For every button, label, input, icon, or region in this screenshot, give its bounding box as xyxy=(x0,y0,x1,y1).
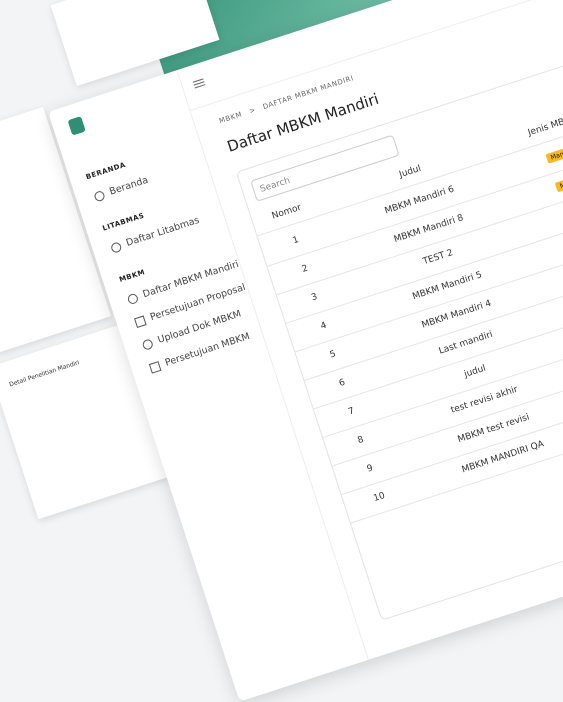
cell: 8 xyxy=(356,434,366,447)
cell: judul xyxy=(463,363,488,380)
column-header: Jenis MBKM xyxy=(526,112,563,139)
sidebar-section: LITABMAS xyxy=(101,211,146,233)
cell: TEST 2 xyxy=(421,248,455,268)
badge: Mandiri xyxy=(545,144,563,164)
cell: 7 xyxy=(347,406,356,418)
cell: MBKM Mandiri 6 xyxy=(383,184,456,217)
logo xyxy=(67,116,86,136)
cell: 3 xyxy=(310,292,319,304)
nav-icon xyxy=(148,361,162,374)
app-window: BERANDA Beranda LITABMAS Daftar Litabmas MBK… xyxy=(48,0,563,702)
breadcrumb-item[interactable]: MBKM xyxy=(218,110,244,126)
sidebar-section: MBKM xyxy=(118,268,147,284)
nav-icon xyxy=(93,189,106,203)
cell: Last mandiri xyxy=(437,329,495,357)
sidebar-section: BERANDA xyxy=(84,160,127,182)
cell: 4 xyxy=(319,320,328,332)
menu-button[interactable] xyxy=(192,78,204,83)
cell: 6 xyxy=(337,377,347,389)
nav-icon xyxy=(134,315,147,329)
badge: Mandiri xyxy=(554,172,563,193)
cell: 5 xyxy=(328,349,338,361)
detail-title: Detail Penelitian Mandiri xyxy=(8,359,81,389)
nav-icon xyxy=(126,292,140,306)
cell: MBKM Mandiri 4 xyxy=(420,298,493,331)
cell: 9 xyxy=(365,463,375,475)
divider xyxy=(257,87,563,237)
nav-icon xyxy=(109,241,123,254)
cell: test revisi akhir xyxy=(449,384,520,416)
nav-icon xyxy=(141,338,155,351)
cell: 10 xyxy=(372,490,387,505)
search-input[interactable]: Search xyxy=(250,134,400,202)
column-header: Nomor xyxy=(270,202,303,222)
cell: MBKM Mandiri 5 xyxy=(411,270,484,303)
cell: 2 xyxy=(300,263,310,275)
cell: MBKM Mandiri 8 xyxy=(392,213,465,246)
nav-item[interactable]: Beranda xyxy=(108,174,150,198)
